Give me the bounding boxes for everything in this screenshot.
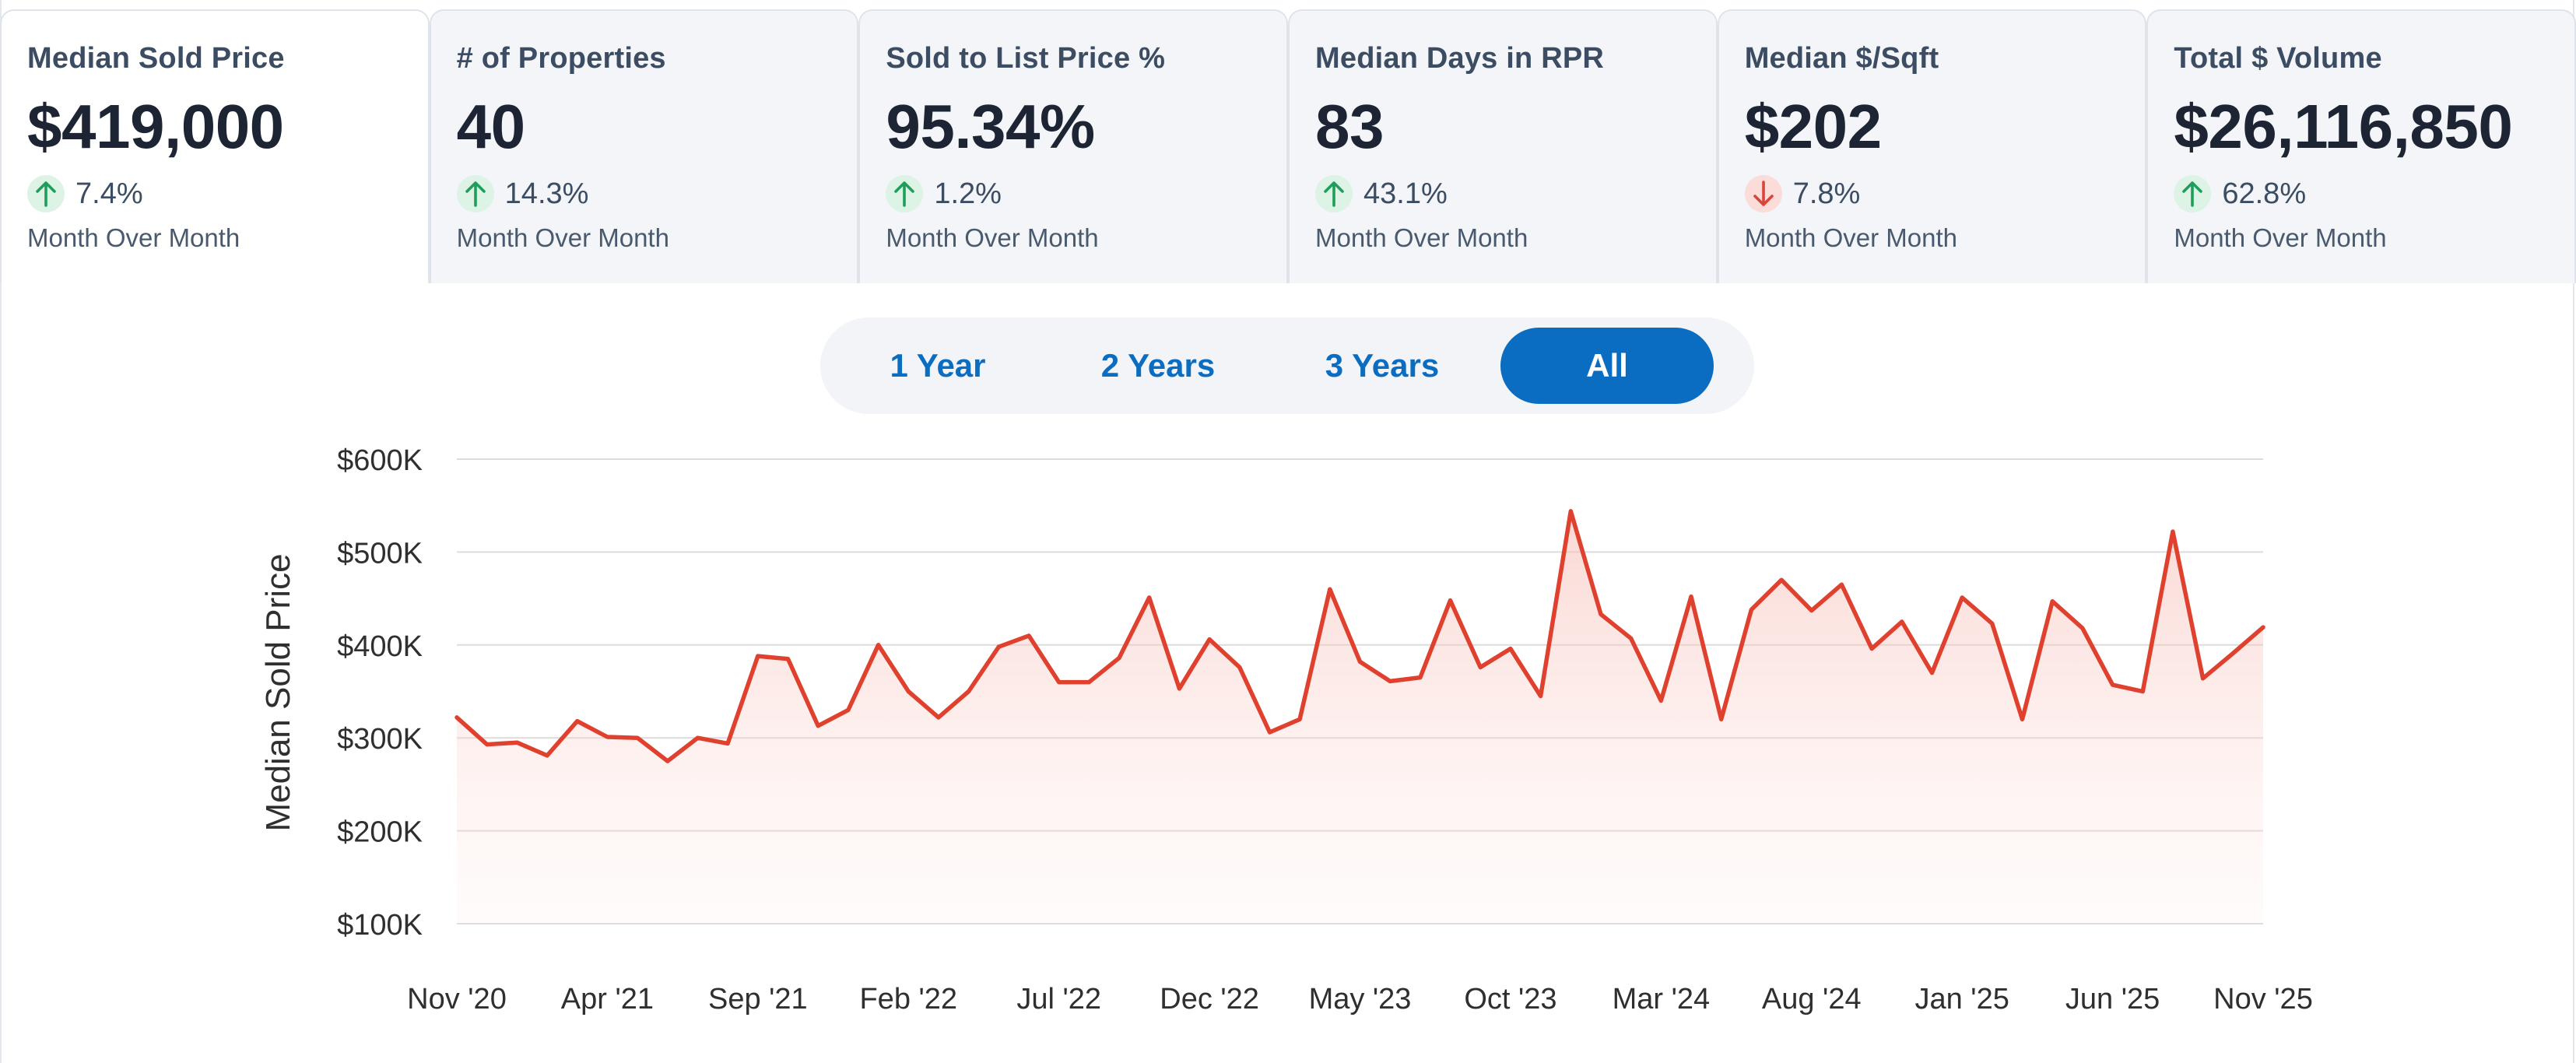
- card-value: 83: [1315, 92, 1384, 161]
- card-title: Median $/Sqft: [1744, 42, 1939, 75]
- card-caption: Month Over Month: [2174, 223, 2387, 252]
- x-tick-label: Apr '21: [561, 983, 654, 1016]
- change-percent: 7.4%: [75, 177, 143, 210]
- change-percent: 1.2%: [934, 177, 1002, 210]
- x-tick-label: Nov '20: [407, 983, 507, 1016]
- card-value: $419,000: [27, 92, 284, 161]
- x-tick-label: Jun '25: [2065, 983, 2160, 1016]
- card-change: 7.8%: [1744, 175, 2146, 212]
- arrow-up-icon: [27, 175, 65, 212]
- card-median-days-in-rpr[interactable]: Median Days in RPR 83 43.1% Month Over M…: [1288, 9, 1718, 283]
- card-caption: Month Over Month: [27, 223, 240, 252]
- y-tick-label: $600K: [337, 444, 423, 477]
- card-median-sold-price[interactable]: Median Sold Price $419,000 7.4% Month Ov…: [0, 9, 430, 283]
- y-tick-label: $400K: [337, 630, 423, 663]
- card-title: Median Sold Price: [27, 42, 285, 75]
- y-tick-label: $500K: [337, 537, 423, 570]
- card-caption: Month Over Month: [1315, 223, 1528, 252]
- card-number-of-properties[interactable]: # of Properties 40 14.3% Month Over Mont…: [429, 9, 859, 283]
- x-tick-label: Dec '22: [1160, 983, 1259, 1016]
- y-tick-label: $100K: [337, 909, 423, 942]
- card-sold-to-list-price[interactable]: Sold to List Price % 95.34% 1.2% Month O…: [858, 9, 1289, 283]
- card-caption: Month Over Month: [456, 223, 669, 252]
- card-caption: Month Over Month: [886, 223, 1099, 252]
- median-sold-price-chart: $100K $200K $300K $400K $500K $600K Nov '20 Ap…: [259, 444, 2313, 1016]
- card-value: $202: [1744, 92, 1882, 161]
- x-tick-label: May '23: [1309, 983, 1412, 1016]
- card-change: 14.3%: [456, 175, 858, 212]
- x-tick-label: Sep '21: [708, 983, 808, 1016]
- arrow-down-icon: [1744, 175, 1782, 212]
- y-axis-ticks: $100K $200K $300K $400K $500K $600K: [337, 444, 423, 942]
- card-change: 62.8%: [2174, 175, 2574, 212]
- change-percent: 14.3%: [504, 177, 589, 210]
- range-2-years-button[interactable]: 2 Years: [1100, 347, 1216, 384]
- y-tick-label: $300K: [337, 723, 423, 756]
- card-median-price-per-sqft[interactable]: Median $/Sqft $202 7.8% Month Over Month: [1717, 9, 2147, 283]
- range-3-years-button[interactable]: 3 Years: [1325, 347, 1440, 384]
- x-tick-label: Oct '23: [1464, 983, 1556, 1016]
- x-tick-label: Nov '25: [2213, 983, 2313, 1016]
- card-title: # of Properties: [456, 42, 666, 75]
- card-value: 95.34%: [886, 92, 1095, 161]
- arrow-up-icon: [886, 175, 924, 212]
- y-tick-label: $200K: [337, 816, 423, 849]
- card-change: 7.4%: [27, 175, 428, 212]
- x-tick-label: Jan '25: [1914, 983, 2009, 1016]
- card-total-volume[interactable]: Total $ Volume $26,116,850 62.8% Month O…: [2146, 9, 2576, 283]
- card-change: 43.1%: [1315, 175, 1716, 212]
- card-change: 1.2%: [886, 175, 1286, 212]
- area-fill: [457, 510, 2263, 924]
- x-tick-label: Jul '22: [1016, 983, 1101, 1016]
- card-title: Sold to List Price %: [886, 42, 1166, 75]
- card-title: Median Days in RPR: [1315, 42, 1605, 75]
- change-percent: 7.8%: [1792, 177, 1861, 210]
- x-tick-label: Aug '24: [1762, 983, 1862, 1016]
- x-tick-label: Mar '24: [1613, 983, 1711, 1016]
- card-value: $26,116,850: [2174, 92, 2513, 161]
- metric-cards: Median Sold Price $419,000 7.4% Month Ov…: [0, 9, 2576, 283]
- change-percent: 62.8%: [2222, 177, 2307, 210]
- time-range-selector: 1 Year 2 Years 3 Years All: [820, 317, 1754, 414]
- card-title: Total $ Volume: [2174, 42, 2382, 75]
- range-all-button[interactable]: All: [1500, 328, 1714, 404]
- range-1-year-button[interactable]: 1 Year: [890, 347, 986, 384]
- series-line: [454, 509, 2265, 763]
- arrow-up-icon: [456, 175, 494, 212]
- y-axis-label: Median Sold Price: [259, 553, 297, 831]
- card-caption: Month Over Month: [1744, 223, 1957, 252]
- arrow-up-icon: [2174, 175, 2212, 212]
- change-percent: 43.1%: [1363, 177, 1448, 210]
- card-value: 40: [456, 92, 525, 161]
- x-axis-ticks: Nov '20 Apr '21 Sep '21 Feb '22 Jul '22 Dec '…: [407, 983, 2313, 1016]
- x-tick-label: Feb '22: [859, 983, 957, 1016]
- arrow-up-icon: [1315, 175, 1353, 212]
